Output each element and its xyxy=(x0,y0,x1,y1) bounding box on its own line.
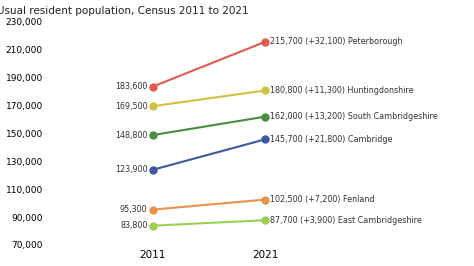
Text: 183,600: 183,600 xyxy=(115,82,147,91)
Text: 169,500: 169,500 xyxy=(115,102,147,111)
Text: 95,300: 95,300 xyxy=(120,205,147,214)
Text: 162,000 (+13,200) South Cambridgeshire: 162,000 (+13,200) South Cambridgeshire xyxy=(270,112,438,121)
Text: 87,700 (+3,900) East Cambridgeshire: 87,700 (+3,900) East Cambridgeshire xyxy=(270,216,422,225)
Text: 102,500 (+7,200) Fenland: 102,500 (+7,200) Fenland xyxy=(270,195,375,204)
Text: 123,900: 123,900 xyxy=(115,165,147,174)
Text: 148,800: 148,800 xyxy=(115,131,147,140)
Text: 180,800 (+11,300) Huntingdonshire: 180,800 (+11,300) Huntingdonshire xyxy=(270,86,414,95)
Text: Usual resident population, Census 2011 to 2021: Usual resident population, Census 2011 t… xyxy=(0,6,249,15)
Text: 215,700 (+32,100) Peterborough: 215,700 (+32,100) Peterborough xyxy=(270,37,403,46)
Text: 145,700 (+21,800) Cambridge: 145,700 (+21,800) Cambridge xyxy=(270,135,393,144)
Text: 83,800: 83,800 xyxy=(120,221,147,230)
